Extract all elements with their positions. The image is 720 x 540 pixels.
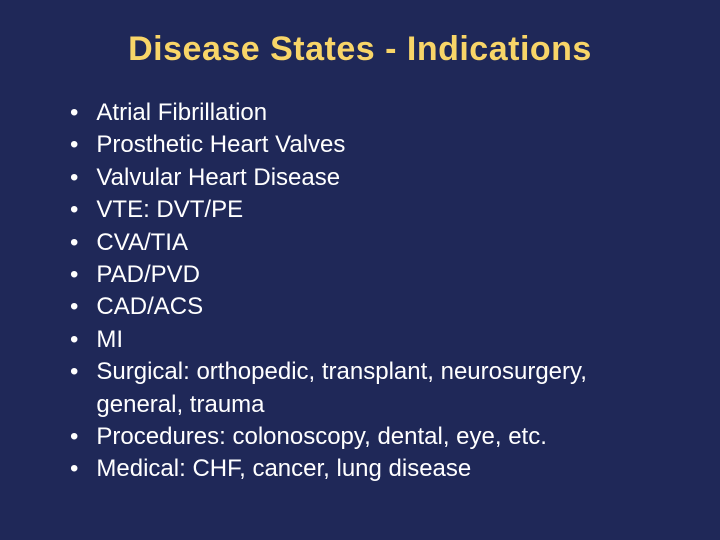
bullet-icon: •: [70, 129, 78, 161]
bullet-text: VTE: DVT/PE: [96, 194, 670, 226]
bullet-text: PAD/PVD: [96, 259, 670, 291]
list-item: • Surgical: orthopedic, transplant, neur…: [70, 356, 670, 421]
bullet-text: Medical: CHF, cancer, lung disease: [96, 453, 670, 485]
bullet-text: Atrial Fibrillation: [96, 97, 670, 129]
list-item: • Prosthetic Heart Valves: [70, 129, 670, 161]
list-item: • CVA/TIA: [70, 227, 670, 259]
bullet-icon: •: [70, 453, 78, 485]
bullet-text: CAD/ACS: [96, 291, 670, 323]
list-item: • PAD/PVD: [70, 259, 670, 291]
list-item: • Valvular Heart Disease: [70, 162, 670, 194]
bullet-text: Prosthetic Heart Valves: [96, 129, 670, 161]
list-item: • VTE: DVT/PE: [70, 194, 670, 226]
bullet-icon: •: [70, 227, 78, 259]
list-item: • MI: [70, 324, 670, 356]
bullet-text: Procedures: colonoscopy, dental, eye, et…: [96, 421, 670, 453]
bullet-icon: •: [70, 259, 78, 291]
bullet-text: CVA/TIA: [96, 227, 670, 259]
list-item: • Medical: CHF, cancer, lung disease: [70, 453, 670, 485]
bullet-text: MI: [96, 324, 670, 356]
bullet-list: • Atrial Fibrillation • Prosthetic Heart…: [50, 97, 670, 486]
bullet-icon: •: [70, 194, 78, 226]
list-item: • Atrial Fibrillation: [70, 97, 670, 129]
slide-container: Disease States - Indications • Atrial Fi…: [0, 0, 720, 540]
bullet-icon: •: [70, 97, 78, 129]
list-item: • CAD/ACS: [70, 291, 670, 323]
bullet-icon: •: [70, 291, 78, 323]
bullet-icon: •: [70, 162, 78, 194]
bullet-icon: •: [70, 356, 78, 388]
bullet-text: Valvular Heart Disease: [96, 162, 670, 194]
list-item: • Procedures: colonoscopy, dental, eye, …: [70, 421, 670, 453]
bullet-text: Surgical: orthopedic, transplant, neuros…: [96, 356, 670, 421]
bullet-icon: •: [70, 324, 78, 356]
bullet-icon: •: [70, 421, 78, 453]
slide-title: Disease States - Indications: [50, 30, 670, 69]
